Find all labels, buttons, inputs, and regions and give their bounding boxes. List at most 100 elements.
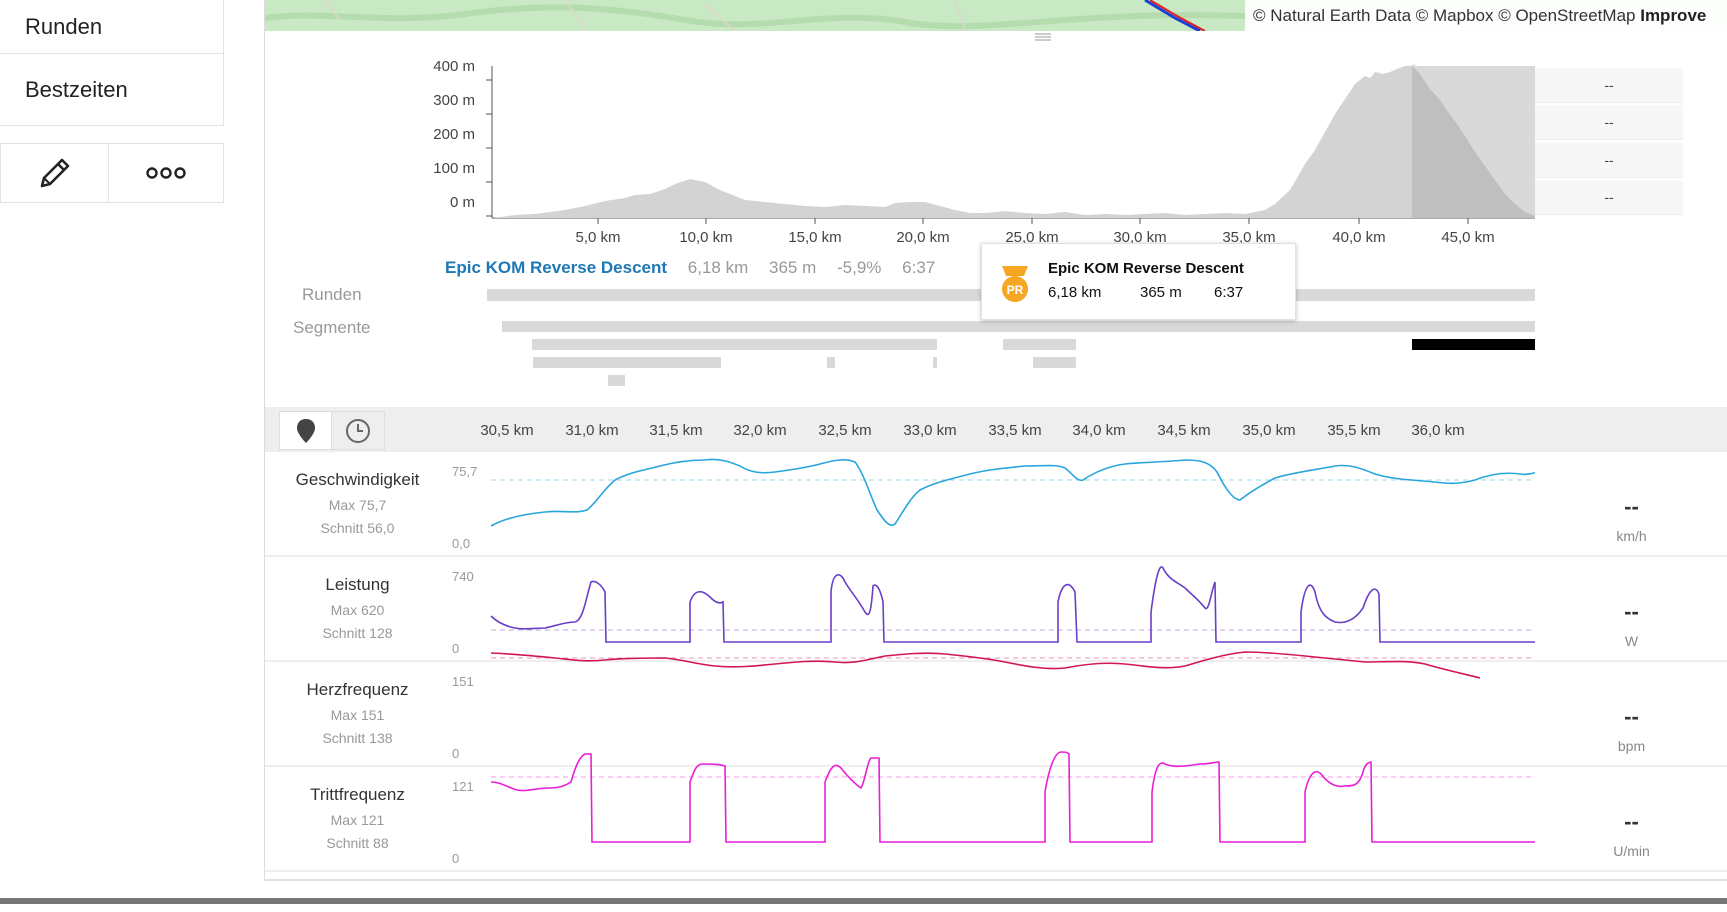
- segment-bar[interactable]: [1033, 357, 1076, 368]
- elevation-stat-value: --: [1604, 114, 1614, 130]
- segment-time: 6:37: [902, 258, 936, 277]
- stream-x-tick: 36,0 km: [1411, 422, 1464, 439]
- elevation-stat-1: --: [1535, 68, 1683, 103]
- row-divider: [265, 555, 1727, 557]
- metric-ymin: 0,0: [452, 536, 471, 551]
- metric-label: Trittfrequenz Max 121 Schnitt 88: [265, 785, 450, 851]
- time-axis-button[interactable]: [331, 411, 385, 450]
- metric-current-value: -- U/min: [1535, 809, 1727, 859]
- elevation-stat-value: --: [1604, 189, 1614, 205]
- metric-value: --: [1624, 494, 1639, 519]
- segment-bar[interactable]: [827, 357, 835, 368]
- attribution-text: © Natural Earth Data © Mapbox © OpenStre…: [1253, 6, 1636, 25]
- stream-x-tick: 30,5 km: [480, 422, 533, 439]
- metric-ymax: 75,7: [452, 464, 478, 479]
- segment-name-link[interactable]: Epic KOM Reverse Descent: [445, 258, 668, 277]
- segment-grade: -5,9%: [836, 258, 882, 277]
- stream-x-axis: 30,5 km 31,0 km 31,5 km 32,0 km 32,5 km 33,0 …: [480, 422, 1464, 439]
- more-options-button[interactable]: [108, 143, 224, 203]
- elevation-y-tick: 200 m: [433, 126, 475, 143]
- lanes-area: [487, 289, 1535, 386]
- stream-x-tick: 32,5 km: [818, 422, 871, 439]
- metric-avg: Schnitt 56,0: [320, 520, 395, 536]
- sidebar-item-laps[interactable]: Runden: [0, 0, 224, 54]
- row-divider: [265, 870, 1727, 872]
- elevation-x-tick: 40,0 km: [1332, 229, 1385, 246]
- stream-x-tick: 35,5 km: [1327, 422, 1380, 439]
- tooltip-distance: 6,18 km: [1048, 284, 1102, 301]
- stream-lines: [490, 458, 1535, 843]
- metric-max: Max 75,7: [328, 497, 387, 513]
- segment-bar[interactable]: [933, 357, 937, 368]
- sidebar-item-best-efforts[interactable]: Bestzeiten: [0, 54, 224, 126]
- elevation-y-tick: 0 m: [450, 194, 475, 211]
- metric-ymin: 0: [452, 746, 460, 761]
- segment-bar-selected[interactable]: [1412, 339, 1535, 350]
- clock-icon: [346, 418, 370, 443]
- activity-analysis-panel: © Natural Earth Data © Mapbox © OpenStre…: [264, 0, 1727, 881]
- pr-medal-icon: PR: [1002, 266, 1028, 302]
- map-terrain: [265, 0, 1246, 31]
- metric-label: Herzfrequenz Max 151 Schnitt 138: [265, 680, 450, 746]
- elevation-x-tick: 45,0 km: [1441, 229, 1494, 246]
- elevation-x-tick: 30,0 km: [1113, 229, 1166, 246]
- edit-button[interactable]: [0, 143, 109, 203]
- segment-bar[interactable]: [502, 321, 1535, 332]
- metric-ymin: 0: [452, 851, 460, 866]
- segments-lane-label: Segmente: [293, 318, 371, 337]
- elevation-x-tick-labels: 5,0 km 10,0 km 15,0 km 20,0 km 25,0 km 30,0 k…: [575, 218, 1495, 246]
- stream-plot-1[interactable]: [449, 557, 1535, 660]
- distance-axis-button[interactable]: [279, 411, 333, 450]
- metric-ymax: 740: [452, 569, 474, 584]
- stream-x-tick: 33,0 km: [903, 422, 956, 439]
- elevation-x-tick: 25,0 km: [1005, 229, 1058, 246]
- segment-elevation: 365 m: [769, 258, 817, 277]
- resize-handle-icon[interactable]: [1035, 33, 1051, 41]
- elevation-x-tick: 15,0 km: [788, 229, 841, 246]
- metric-value: --: [1624, 704, 1639, 729]
- metric-unit: U/min: [1613, 843, 1650, 859]
- metric-current-value: -- W: [1535, 599, 1727, 649]
- metric-value: --: [1624, 809, 1639, 834]
- segment-summary: Epic KOM Reverse Descent 6,18 km 365 m -…: [445, 258, 935, 278]
- map-attribution[interactable]: © Natural Earth Data © Mapbox © OpenStre…: [1245, 0, 1727, 31]
- stream-x-tick: 31,0 km: [565, 422, 618, 439]
- segment-bar[interactable]: [532, 339, 937, 350]
- metric-name: Trittfrequenz: [310, 785, 405, 804]
- elevation-x-tick: 10,0 km: [679, 229, 732, 246]
- elevation-stat-3: --: [1535, 143, 1683, 178]
- metric-max: Max 620: [330, 602, 385, 618]
- elevation-profile-selected: [1412, 66, 1535, 218]
- metric-ymax: 151: [452, 674, 474, 689]
- elevation-y-tick: 300 m: [433, 92, 475, 109]
- metric-max: Max 121: [330, 812, 385, 828]
- stream-x-tick-labels: 30,5 km 31,0 km 31,5 km 32,0 km 32,5 km 33,0 …: [480, 422, 1464, 439]
- sidebar-item-label: Bestzeiten: [25, 76, 128, 102]
- metric-current-value: -- km/h: [1535, 494, 1727, 544]
- location-pin-icon: [297, 418, 315, 443]
- improve-map-link[interactable]: Improve: [1640, 6, 1707, 25]
- more-icon: [146, 167, 186, 179]
- metric-current-value: -- bpm: [1535, 704, 1727, 754]
- stream-x-tick: 34,5 km: [1157, 422, 1210, 439]
- stream-x-tick: 32,0 km: [733, 422, 786, 439]
- metric-label: Geschwindigkeit Max 75,7 Schnitt 56,0: [265, 470, 450, 536]
- segment-bar[interactable]: [608, 375, 625, 386]
- stream-line-herzfrequenz: [490, 651, 1481, 679]
- segment-bar[interactable]: [533, 357, 721, 368]
- stream-toolbar: 30,5 km 31,0 km 31,5 km 32,0 km 32,5 km 33,0 …: [265, 407, 1727, 452]
- laps-lane-label: Runden: [302, 285, 362, 304]
- elevation-y-tick: 400 m: [433, 58, 475, 75]
- elevation-x-tick: 35,0 km: [1222, 229, 1275, 246]
- map-view[interactable]: © Natural Earth Data © Mapbox © OpenStre…: [265, 0, 1727, 31]
- stream-x-tick: 33,5 km: [988, 422, 1041, 439]
- stream-plot-2[interactable]: [449, 662, 1535, 765]
- pr-badge-text: PR: [1007, 283, 1024, 297]
- elevation-stat-4: --: [1535, 180, 1683, 215]
- window-scrollbar[interactable]: [0, 898, 1727, 904]
- metric-avg: Schnitt 138: [322, 730, 393, 746]
- metric-avg: Schnitt 88: [326, 835, 389, 851]
- elevation-chart[interactable]: 400 m 300 m 200 m 100 m 0 m 5,0 km 10,0 km 15,…: [265, 44, 1535, 254]
- segment-tooltip: PR Epic KOM Reverse Descent 6,18 km 365 …: [981, 243, 1296, 320]
- segment-bar[interactable]: [1003, 339, 1076, 350]
